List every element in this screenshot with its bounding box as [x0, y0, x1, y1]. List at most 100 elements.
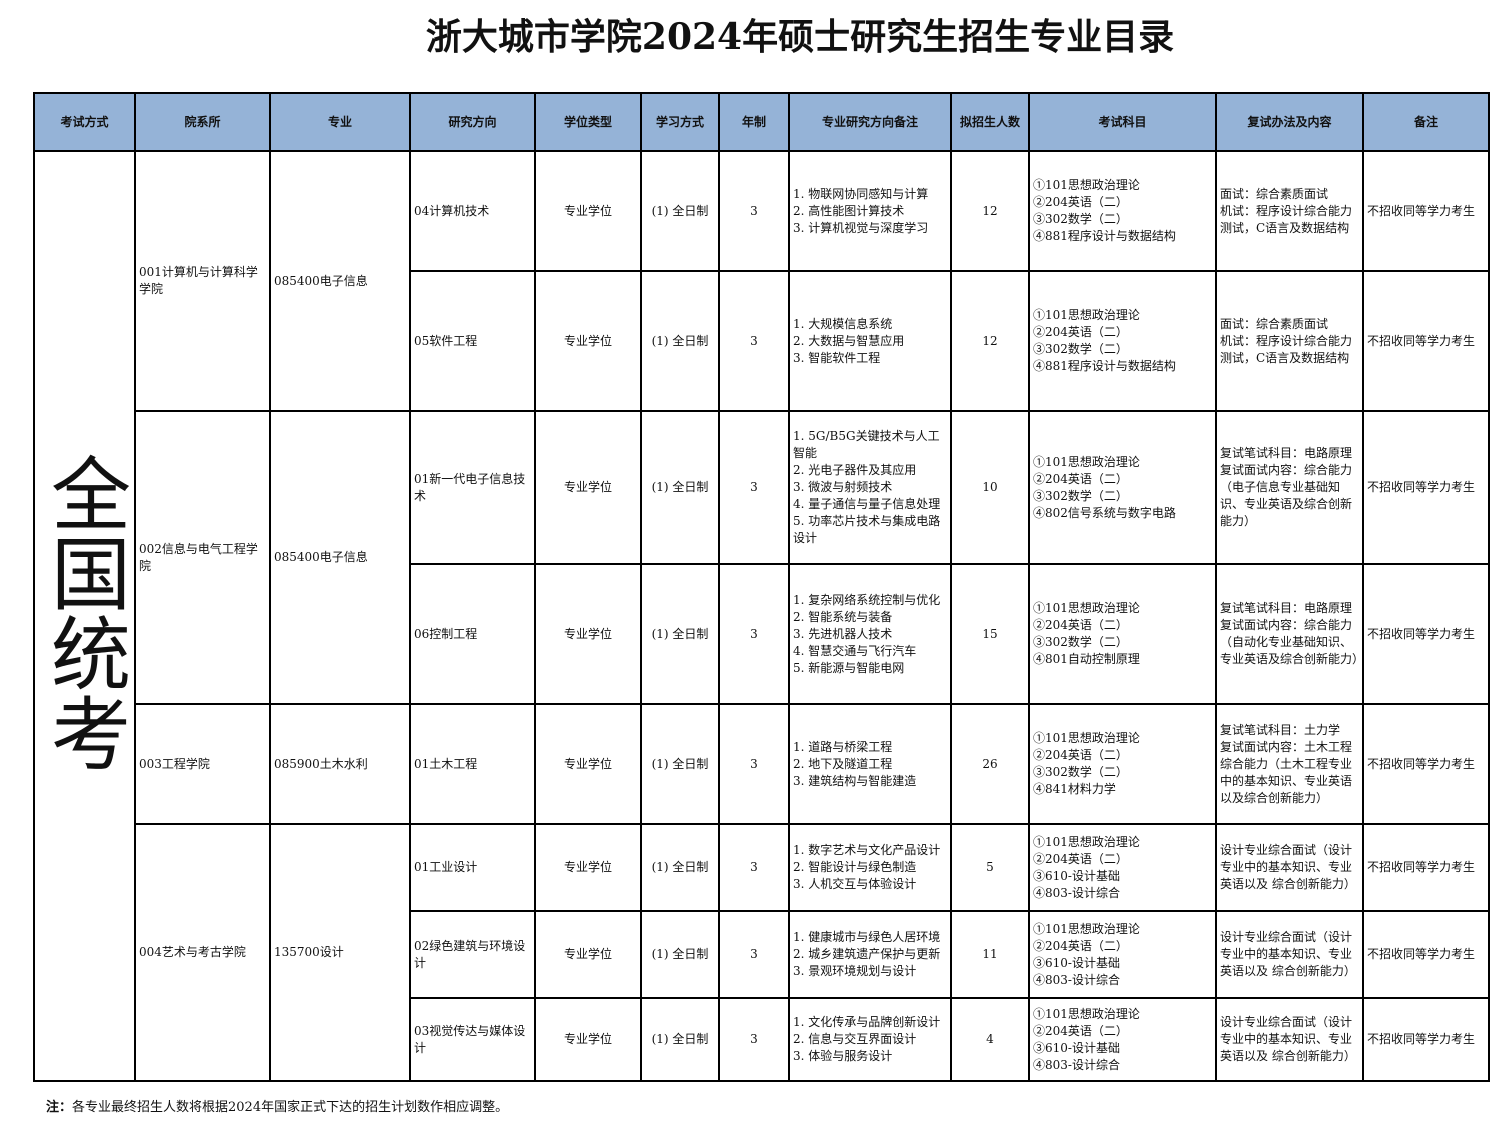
direction-cell: 01土木工程 [409, 703, 536, 825]
study-mode-cell: (1) 全日制 [640, 270, 720, 412]
direction-cell: 04计算机技术 [409, 150, 536, 272]
study-mode-cell: (1) 全日制 [640, 150, 720, 272]
study-mode-cell: (1) 全日制 [640, 410, 720, 565]
enrollment-count-cell: 12 [950, 270, 1030, 412]
exam-subjects-cell: ①101思想政治理论 ②204英语（二） ③302数学（二） ④841材料力学 [1028, 703, 1217, 825]
years-cell: 3 [718, 270, 790, 412]
direction-remarks-cell: 1. 道路与桥梁工程 2. 地下及隧道工程 3. 建筑结构与智能建造 [788, 703, 952, 825]
note-cell: 不招收同等学力考生 [1362, 910, 1490, 999]
table-row: 05软件工程 专业学位 (1) 全日制 3 1. 大规模信息系统 2. 大数据与智慧应用… [34, 270, 1490, 412]
major-cell: 085400电子信息 [269, 410, 411, 705]
table-row: 002信息与电气工程学院 085400电子信息 01新一代电子信息技术 专业学位 (1)… [34, 410, 1490, 705]
table-row: 004艺术与考古学院 135700设计 01工业设计 专业学位 (1) 全日制 3 1. 数… [34, 823, 1490, 1082]
degree-type-cell: 专业学位 [534, 270, 642, 412]
retest-cell: 设计专业综合面试（设计专业中的基本知识、专业英语以及 综合创新能力） [1215, 823, 1364, 912]
catalog-table: 考试方式 院系所 专业 研究方向 学位类型 学习方式 年制 专业研究方向备注 拟招生人数 考试科目… [33, 92, 1490, 1082]
direction-remarks-cell: 1. 大规模信息系统 2. 大数据与智慧应用 3. 智能软件工程 [788, 270, 952, 412]
footnote: 注：各专业最终招生人数将根据2024年国家正式下达的招生计划数作相应调整。 [46, 1096, 508, 1115]
note-cell: 不招收同等学力考生 [1362, 270, 1490, 412]
column-header: 研究方向 [409, 92, 536, 152]
column-header: 专业研究方向备注 [788, 92, 952, 152]
column-header: 年制 [718, 92, 790, 152]
study-mode-cell: (1) 全日制 [640, 563, 720, 705]
direction-cell: 05软件工程 [409, 270, 536, 412]
retest-cell: 设计专业综合面试（设计专业中的基本知识、专业英语以及 综合创新能力） [1215, 997, 1364, 1082]
direction-remarks-cell: 1. 物联网协同感知与计算 2. 高性能图计算技术 3. 计算机视觉与深度学习 [788, 150, 952, 272]
exam-subjects-cell: ①101思想政治理论 ②204英语（二） ③610-设计基础 ④803-设计综合 [1028, 910, 1217, 999]
page-title: 浙大城市学院2024年硕士研究生招生专业目录 [425, 16, 1175, 58]
retest-cell: 设计专业综合面试（设计专业中的基本知识、专业英语以及 综合创新能力） [1215, 910, 1364, 999]
direction-cell: 02绿色建筑与环境设计 [409, 910, 536, 999]
study-mode-cell: (1) 全日制 [640, 823, 720, 912]
column-header: 考试科目 [1028, 92, 1217, 152]
direction-cell: 01新一代电子信息技术 [409, 410, 536, 565]
exam-subjects-cell: ①101思想政治理论 ②204英语（二） ③610-设计基础 ④803-设计综合 [1028, 823, 1217, 912]
footnote-label: 注： [46, 1100, 73, 1115]
table-row: 02绿色建筑与环境设计 专业学位 (1) 全日制 3 1. 健康城市与绿色人居环境 2.… [34, 910, 1490, 999]
table-row: 06控制工程 专业学位 (1) 全日制 3 1. 复杂网络系统控制与优化 2. 智能系统… [34, 563, 1490, 705]
direction-cell: 06控制工程 [409, 563, 536, 705]
retest-cell: 复试笔试科目：电路原理 复试面试内容：综合能力（自动化专业基础知识、专业英语及综… [1215, 563, 1364, 705]
direction-cell: 03视觉传达与媒体设计 [409, 997, 536, 1082]
note-cell: 不招收同等学力考生 [1362, 997, 1490, 1082]
years-cell: 3 [718, 703, 790, 825]
header-row: 考试方式 院系所 专业 研究方向 学位类型 学习方式 年制 专业研究方向备注 拟招生人数 考试科目… [33, 92, 1490, 152]
degree-type-cell: 专业学位 [534, 823, 642, 912]
column-header: 学习方式 [640, 92, 720, 152]
degree-type-cell: 专业学位 [534, 910, 642, 999]
column-header: 专业 [269, 92, 411, 152]
enrollment-count-cell: 26 [950, 703, 1030, 825]
enrollment-count-cell: 11 [950, 910, 1030, 999]
direction-cell: 01工业设计 [409, 823, 536, 912]
direction-remarks-cell: 1. 健康城市与绿色人居环境 2. 城乡建筑遗产保护与更新 3. 景观环境规划与… [788, 910, 952, 999]
note-cell: 不招收同等学力考生 [1362, 823, 1490, 912]
column-header: 复试办法及内容 [1215, 92, 1364, 152]
enrollment-count-cell: 4 [950, 997, 1030, 1082]
years-cell: 3 [718, 150, 790, 272]
years-cell: 3 [718, 910, 790, 999]
study-mode-cell: (1) 全日制 [640, 997, 720, 1082]
exam-subjects-cell: ①101思想政治理论 ②204英语（二） ③302数学（二） ④801自动控制原… [1028, 563, 1217, 705]
table-row: 全国统考 001计算机与计算科学学院 085400电子信息 04计算机技术 专业学位 (1… [33, 150, 1490, 1082]
years-cell: 3 [718, 823, 790, 912]
department-cell: 003工程学院 [134, 703, 271, 825]
study-mode-cell: (1) 全日制 [640, 910, 720, 999]
major-cell: 135700设计 [269, 823, 411, 1082]
exam-subjects-cell: ①101思想政治理论 ②204英语（二） ③302数学（二） ④881程序设计与… [1028, 150, 1217, 272]
enrollment-count-cell: 5 [950, 823, 1030, 912]
footnote-text: 各专业最终招生人数将根据2024年国家正式下达的招生计划数作相应调整。 [72, 1100, 509, 1115]
column-header: 备注 [1362, 92, 1490, 152]
enrollment-count-cell: 15 [950, 563, 1030, 705]
degree-type-cell: 专业学位 [534, 703, 642, 825]
column-header: 院系所 [134, 92, 271, 152]
note-cell: 不招收同等学力考生 [1362, 563, 1490, 705]
degree-type-cell: 专业学位 [534, 563, 642, 705]
table-row: 03视觉传达与媒体设计 专业学位 (1) 全日制 3 1. 文化传承与品牌创新设计 2.… [34, 997, 1490, 1082]
department-cell: 001计算机与计算科学学院 [134, 150, 271, 412]
degree-type-cell: 专业学位 [534, 150, 642, 272]
major-cell: 085900土木水利 [269, 703, 411, 825]
years-cell: 3 [718, 563, 790, 705]
major-cell: 085400电子信息 [269, 150, 411, 412]
exam-subjects-cell: ①101思想政治理论 ②204英语（二） ③302数学（二） ④881程序设计与… [1028, 270, 1217, 412]
column-header: 学位类型 [534, 92, 642, 152]
retest-cell: 面试：综合素质面试 机试：程序设计综合能力测试，C语言及数据结构 [1215, 150, 1364, 272]
table-row: 003工程学院 085900土木水利 01土木工程 专业学位 (1) 全日制 3 1. 道路… [34, 703, 1490, 825]
enrollment-count-cell: 12 [950, 150, 1030, 272]
retest-cell: 面试：综合素质面试 机试：程序设计综合能力测试，C语言及数据结构 [1215, 270, 1364, 412]
direction-remarks-cell: 1. 文化传承与品牌创新设计 2. 信息与交互界面设计 3. 体验与服务设计 [788, 997, 952, 1082]
study-mode-cell: (1) 全日制 [640, 703, 720, 825]
direction-remarks-cell: 1. 5G/B5G关键技术与人工智能 2. 光电子器件及其应用 3. 微波与射频… [788, 410, 952, 565]
direction-remarks-cell: 1. 复杂网络系统控制与优化 2. 智能系统与装备 3. 先进机器人技术 4. … [788, 563, 952, 705]
exam-subjects-cell: ①101思想政治理论 ②204英语（二） ③302数学（二） ④802信号系统与… [1028, 410, 1217, 565]
note-cell: 不招收同等学力考生 [1362, 410, 1490, 565]
degree-type-cell: 专业学位 [534, 997, 642, 1082]
retest-cell: 复试笔试科目：土力学 复试面试内容：土木工程综合能力（土木工程专业中的基本知识、… [1215, 703, 1364, 825]
years-cell: 3 [718, 410, 790, 565]
column-header: 考试方式 [33, 92, 136, 152]
enrollment-count-cell: 10 [950, 410, 1030, 565]
note-cell: 不招收同等学力考生 [1362, 703, 1490, 825]
column-header: 拟招生人数 [950, 92, 1030, 152]
retest-cell: 复试笔试科目：电路原理 复试面试内容：综合能力（电子信息专业基础知识、专业英语及… [1215, 410, 1364, 565]
department-cell: 004艺术与考古学院 [134, 823, 271, 1082]
